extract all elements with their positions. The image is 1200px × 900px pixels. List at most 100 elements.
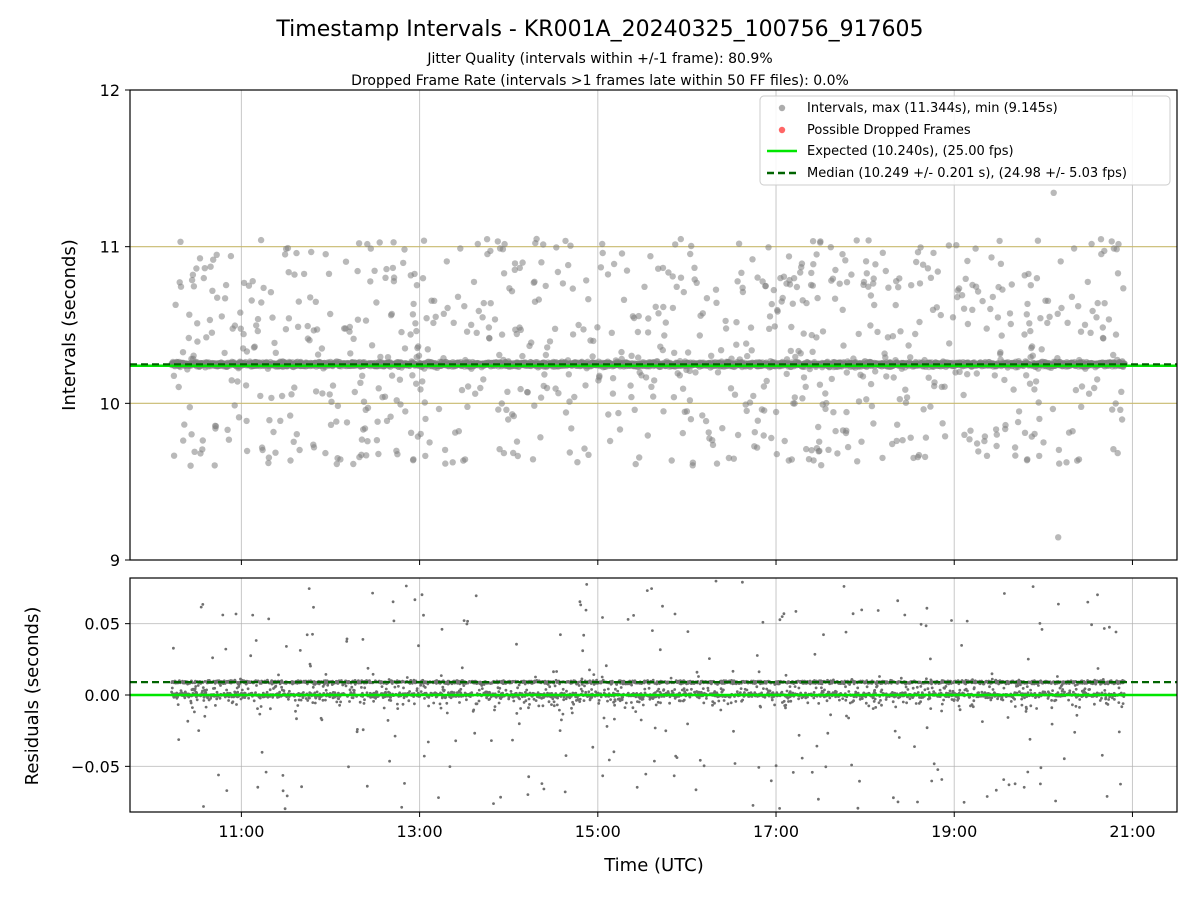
interval-point (180, 437, 187, 444)
interval-point (722, 325, 730, 332)
interval-point (566, 398, 573, 405)
interval-point (770, 286, 777, 294)
residual-point (281, 789, 285, 793)
interval-point (251, 343, 258, 350)
interval-point (606, 437, 614, 445)
interval-point (308, 248, 315, 256)
interval-point (580, 326, 587, 333)
interval-point (585, 451, 592, 458)
interval-point (631, 406, 638, 413)
interval-point (540, 241, 547, 248)
interval-point (797, 269, 804, 276)
interval-point (358, 451, 365, 458)
interval-point (430, 319, 437, 327)
interval-point (337, 456, 344, 463)
residual-point (393, 685, 397, 689)
interval-point (1031, 430, 1038, 438)
interval-point (575, 321, 582, 329)
interval-point (537, 394, 545, 401)
interval-point (431, 297, 438, 304)
residual-point (363, 698, 366, 702)
interval-point (367, 278, 374, 285)
interval-point (211, 462, 218, 469)
residual-point (460, 666, 464, 670)
interval-point (930, 249, 937, 257)
residual-point (393, 734, 397, 738)
interval-point (589, 353, 596, 360)
interval-point (242, 382, 250, 389)
interval-point (672, 241, 679, 248)
interval-point (513, 438, 521, 445)
interval-point (457, 245, 464, 252)
interval-point (312, 298, 319, 305)
interval-point (1014, 418, 1022, 426)
interval-point (670, 394, 678, 401)
interval-point (559, 280, 567, 287)
interval-point (738, 269, 745, 276)
residual-point (254, 639, 258, 642)
interval-point (834, 450, 841, 457)
interval-point (1037, 315, 1044, 322)
interval-point (419, 275, 427, 282)
residual-point (438, 702, 442, 706)
interval-point (989, 293, 996, 301)
interval-point (422, 452, 429, 460)
residual-point (213, 686, 217, 690)
interval-point (1099, 324, 1107, 331)
interval-point (464, 403, 471, 410)
interval-point (907, 434, 914, 441)
interval-point (599, 240, 606, 248)
interval-point (785, 253, 793, 260)
interval-point (874, 328, 881, 336)
interval-point (922, 434, 930, 441)
interval-point (426, 439, 433, 446)
residual-point (337, 697, 340, 701)
interval-point (209, 287, 216, 294)
residual-point (302, 691, 305, 694)
interval-point (809, 348, 816, 355)
interval-point (823, 399, 830, 407)
residual-point (371, 591, 374, 595)
interval-point (212, 423, 220, 430)
residual-point (258, 696, 262, 700)
interval-point (627, 382, 634, 389)
interval-point (514, 452, 521, 460)
interval-point (388, 372, 396, 379)
interval-point (751, 429, 758, 436)
residual-point (422, 613, 425, 617)
residual-point (459, 687, 463, 691)
interval-point (188, 276, 196, 284)
tolerance-lines (130, 246, 1177, 404)
interval-point (867, 292, 875, 299)
residual-point (176, 703, 180, 706)
legend: Intervals, max (11.344s), min (9.145s) P… (759, 95, 1171, 186)
interval-point (287, 412, 294, 419)
interval-point (1033, 275, 1041, 282)
interval-point (781, 437, 788, 445)
interval-point (383, 265, 390, 273)
interval-point (234, 378, 241, 385)
interval-point (347, 350, 354, 357)
interval-point (608, 329, 615, 336)
interval-point (382, 274, 389, 281)
interval-point (1063, 459, 1070, 466)
interval-point (375, 385, 382, 392)
interval-point (359, 372, 366, 379)
interval-point (843, 408, 850, 416)
interval-point (635, 354, 642, 361)
residual-point (440, 627, 444, 631)
residual-point (345, 640, 349, 643)
interval-point (705, 429, 712, 436)
interval-point (750, 392, 757, 400)
interval-point (485, 324, 493, 331)
interval-point (415, 352, 423, 359)
interval-point (734, 278, 741, 285)
interval-point (517, 385, 524, 393)
interval-point (387, 413, 394, 420)
interval-point (790, 275, 798, 282)
interval-point (1081, 321, 1089, 328)
interval-point (333, 460, 340, 468)
interval-point (822, 405, 829, 413)
interval-point (1029, 352, 1037, 359)
residual-point (278, 690, 281, 694)
